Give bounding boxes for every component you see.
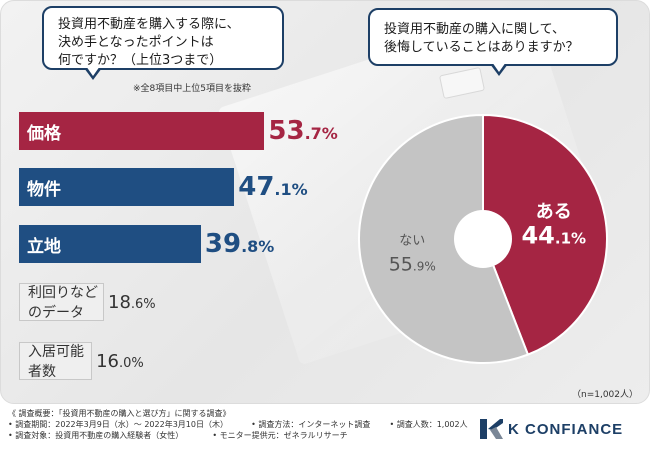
question-left-line2: 決め手となったポイントは	[58, 35, 214, 50]
respondent-count: （n=1,002人）	[572, 390, 639, 400]
bar-label: 入居可能者数	[28, 344, 84, 380]
bubble-tail	[490, 62, 508, 76]
survey-title: 《 調査概要：「投資用不動産の購入と選び方」に関する調査》	[8, 409, 231, 418]
donut-hole	[454, 210, 512, 268]
survey-period: • 調査期間：2022年3月9日（水）～ 2022年3月10日（木）	[8, 420, 228, 429]
brand-logo: K CONFIANCE	[478, 418, 623, 440]
pie-slice-no	[358, 113, 530, 364]
pie-label-value: 55.9%	[389, 253, 436, 275]
bar-value: 39.8%	[204, 229, 275, 259]
bar-value: 18.6%	[108, 292, 156, 313]
question-right-line2: 後悔していることはありますか？	[384, 40, 579, 55]
pie-slice-yes	[482, 113, 608, 356]
survey-monitor: • モニター提供元：ゼネラルリサーチ	[212, 431, 348, 440]
bar-value: 16.0%	[96, 351, 144, 372]
pie-label-category: ない	[399, 233, 425, 248]
bar-location: 立地	[19, 225, 201, 263]
bar-label: 利回りなどのデータ	[28, 285, 98, 321]
bar-label: 立地	[27, 236, 61, 257]
pie-label-category: ある	[536, 202, 572, 223]
question-left-line3: 何ですか？（上位3つまで）	[58, 53, 223, 68]
bar-label: 価格	[27, 123, 61, 144]
bar-yield-data: 利回りなどのデータ	[19, 283, 104, 321]
bubble-tail	[84, 66, 102, 80]
question-left-line1: 投資用不動産を購入する際に、	[58, 17, 240, 32]
note-text: ※全8項目中上位5項目を抜粋	[133, 84, 251, 94]
question-bubble-right: 投資用不動産の購入に関して、 後悔していることはありますか？	[368, 8, 618, 76]
bar-property: 物件	[19, 168, 235, 206]
bar-label: 物件	[27, 179, 61, 200]
pie-label-value: 44.1%	[521, 222, 586, 250]
bar-value: 47.1%	[238, 172, 308, 202]
question-bubble-left: 投資用不動産を購入する際に、 決め手となったポイントは 何ですか？（上位3つまで…	[42, 6, 284, 80]
bar-occupants: 入居可能者数	[19, 342, 93, 380]
k-logo-icon	[480, 419, 503, 439]
bar-value: 53.7%	[268, 116, 338, 146]
survey-count: • 調査人数：1,002人	[389, 420, 468, 429]
bar-price: 価格	[19, 112, 265, 150]
logo-text: K CONFIANCE	[508, 420, 624, 438]
survey-target: • 調査対象：投資用不動産の購入経験者（女性）	[8, 431, 184, 440]
survey-method: • 調査方法：インターネット調査	[251, 420, 371, 429]
question-right-line1: 投資用不動産の購入に関して、	[384, 22, 565, 37]
survey-summary: 《 調査概要：「投資用不動産の購入と選び方」に関する調査》 • 調査期間：202…	[8, 408, 468, 441]
